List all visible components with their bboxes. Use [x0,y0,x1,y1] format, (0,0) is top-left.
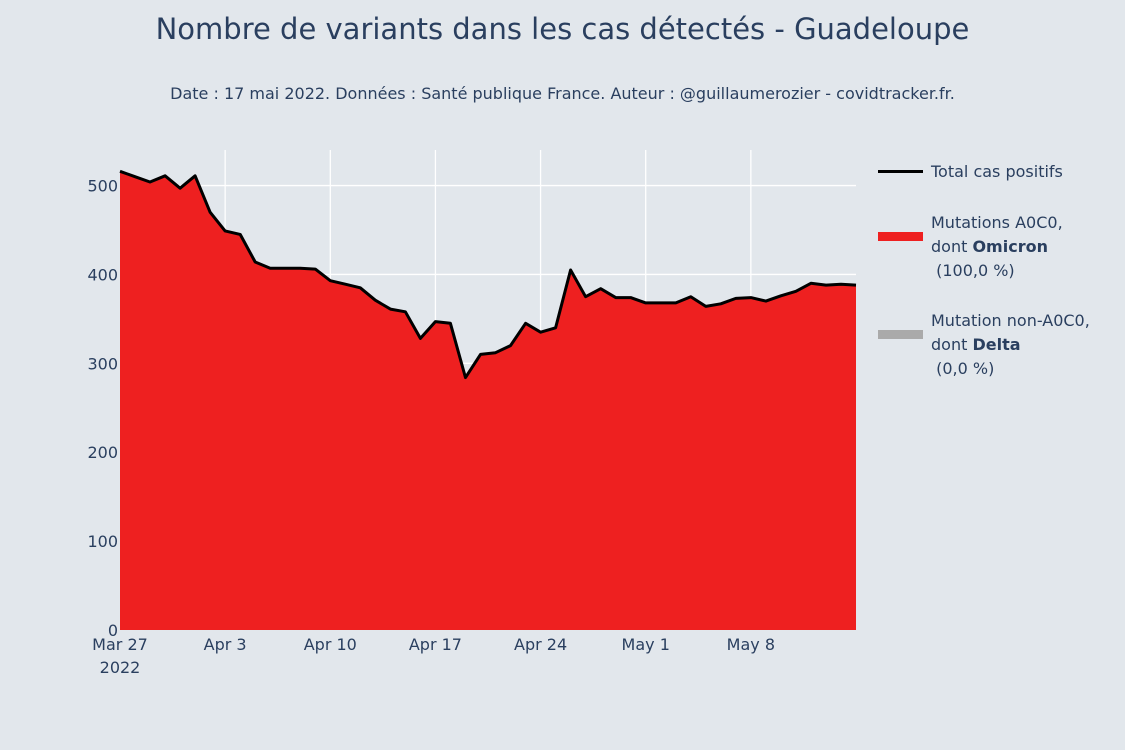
total-point [509,344,513,348]
total-point [163,174,167,178]
total-point [809,281,813,285]
total-point [118,169,122,173]
total-point [464,376,468,380]
total-point [734,296,738,300]
total-point [313,267,317,271]
x-tick-year: 2022 [100,658,141,677]
total-point [494,351,498,355]
legend-delta-prefix: dont [931,335,973,354]
total-point [283,266,287,270]
line-layer [118,169,858,380]
total-point [223,229,227,233]
total-point [569,268,573,272]
total-point [779,294,783,298]
total-point [343,282,347,286]
legend-omicron-prefix: dont [931,237,973,256]
total-point [208,210,212,214]
total-point [448,321,452,325]
y-tick-label: 400 [87,265,118,284]
total-point [388,307,392,311]
y-tick-label: 0 [108,621,118,640]
x-tick-label: Apr 17 [409,635,462,654]
total-line [119,169,857,380]
omicron-area [120,171,856,631]
total-point [403,310,407,314]
total-point [193,174,197,178]
total-point [433,320,437,324]
legend-delta-line2: dont Delta [931,333,1090,357]
total-point [539,330,543,334]
legend-omicron-pct: (100,0 %) [931,261,1015,280]
x-tick-label: Apr 3 [204,635,247,654]
x-tick-label: Mar 27 [92,635,148,654]
chart-title: Nombre de variants dans les cas détectés… [155,12,970,46]
y-tick-label: 300 [87,354,118,373]
total-point [599,287,603,291]
legend-line-swatch [878,170,923,173]
total-point [373,298,377,302]
total-point [178,186,182,190]
total-point [554,326,558,330]
total-point [238,232,242,236]
total-point [133,175,137,179]
chart-subtitle: Date : 17 mai 2022. Données : Santé publ… [170,84,955,103]
legend-gray-swatch [878,330,923,339]
legend-omicron-line2: dont Omicron [931,235,1063,259]
axis-labels: Mar 27 2022 Apr 3 Apr 10 Apr 17 Apr 24 May 1 Ma… [87,177,775,677]
total-point [614,296,618,300]
total-point [148,180,152,184]
total-point [839,282,843,286]
total-point [629,296,633,300]
y-tick-label: 200 [87,443,118,462]
legend-omicron-bold: Omicron [972,237,1048,256]
total-point [764,299,768,303]
total-point [253,260,257,264]
total-point [719,302,723,306]
total-point [749,296,753,300]
y-tick-label: 500 [87,177,118,196]
legend-label-omicron: Mutations A0C0, dont Omicron (100,0 %) [931,211,1063,283]
legend-omicron-line1: Mutations A0C0, [931,213,1063,232]
x-tick-label: May 1 [622,635,670,654]
total-point [794,289,798,293]
legend-label-delta: Mutation non-A0C0, dont Delta (0,0 %) [931,309,1090,381]
legend-delta-bold: Delta [972,335,1021,354]
total-point [704,304,708,308]
total-point [479,352,483,356]
total-point [584,295,588,299]
total-point [824,283,828,287]
total-point [689,295,693,299]
legend-red-swatch [878,232,923,241]
total-point [644,301,648,305]
total-point [328,279,332,283]
legend-label-total: Total cas positifs [931,162,1063,181]
total-point [659,301,663,305]
x-tick-label: Apr 24 [514,635,567,654]
y-tick-label: 100 [87,532,118,551]
total-point [418,336,422,340]
total-point [854,283,858,287]
total-point [268,266,272,270]
legend-delta-line1: Mutation non-A0C0, [931,311,1090,330]
total-point [524,321,528,325]
grid-lines [120,150,856,630]
total-point [298,266,302,270]
area-layer [120,171,856,631]
x-tick-label: May 8 [727,635,775,654]
x-tick-label: Apr 10 [304,635,357,654]
legend-delta-pct: (0,0 %) [931,359,995,378]
total-point [674,301,678,305]
total-point [358,286,362,290]
